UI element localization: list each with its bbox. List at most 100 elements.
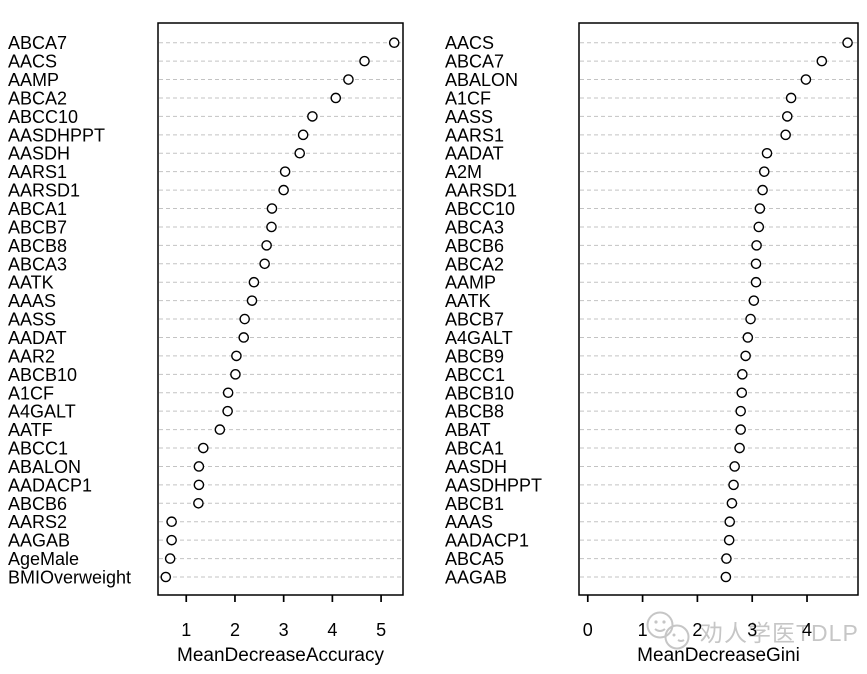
data-point (754, 203, 766, 214)
data-point (259, 258, 270, 270)
data-point (724, 516, 736, 528)
data-point (266, 203, 278, 214)
category-label: AAAS (8, 291, 56, 311)
watermark: 劝人学医TDLP (641, 609, 859, 653)
data-point (388, 37, 400, 49)
category-label: AASDHPPT (445, 475, 542, 495)
data-point (222, 387, 234, 399)
category-label: AASDH (8, 144, 70, 164)
data-point (720, 571, 732, 583)
data-point (307, 111, 318, 122)
plot-border (157, 22, 404, 596)
data-point (742, 332, 754, 343)
x-axis-title: MeanDecreaseAccuracy (177, 645, 384, 666)
data-point (266, 221, 277, 233)
data-point (294, 147, 306, 159)
category-label: AgeMale (8, 549, 79, 569)
category-label: ABCB7 (8, 217, 67, 237)
category-label: AAMP (445, 273, 496, 293)
category-label: ABCC1 (8, 439, 68, 459)
data-point (728, 479, 739, 491)
data-point (166, 516, 177, 528)
category-label: BMIOverweight (8, 568, 131, 588)
category-label: AAMP (8, 70, 59, 90)
category-label: ABCB8 (445, 402, 504, 422)
category-label: ABCA3 (445, 217, 504, 237)
data-point (246, 295, 258, 306)
category-label: ABALON (445, 70, 518, 90)
data-point (197, 442, 209, 454)
category-label: ABCB7 (445, 310, 504, 330)
data-point (193, 498, 204, 509)
data-point (214, 424, 226, 435)
data-point (723, 534, 735, 546)
data-point (238, 332, 250, 343)
data-point (166, 534, 177, 546)
data-point (781, 111, 793, 122)
data-point (751, 240, 762, 251)
category-label: ABCA5 (445, 549, 504, 569)
x-tick-label: 3 (747, 620, 757, 640)
category-label: AAAS (445, 512, 493, 532)
data-point (748, 295, 760, 306)
data-point (239, 313, 250, 325)
category-label: ABCA2 (8, 88, 67, 108)
category-label: AADACP1 (8, 475, 92, 495)
data-point (740, 350, 751, 362)
category-label: AARSD1 (445, 181, 517, 201)
data-point (330, 92, 342, 104)
category-label: AATF (8, 420, 53, 440)
category-label: ABCB1 (445, 494, 504, 514)
data-point (736, 387, 748, 399)
category-label: AADACP1 (445, 531, 529, 551)
data-point (800, 74, 812, 85)
category-label: AATK (8, 273, 54, 293)
data-point (734, 442, 745, 454)
category-label: A4GALT (445, 328, 513, 348)
category-label: AARS1 (445, 125, 504, 145)
data-point (735, 405, 746, 417)
data-point (343, 74, 354, 85)
category-label: A4GALT (8, 402, 76, 422)
data-point (842, 37, 853, 49)
category-label: ABCC1 (445, 365, 505, 385)
data-point (279, 166, 291, 177)
x-tick-label: 4 (327, 620, 337, 640)
data-point (785, 92, 797, 104)
category-label: AACS (8, 52, 57, 72)
category-label: ABAT (445, 420, 491, 440)
data-point (745, 313, 756, 325)
x-axis-title: MeanDecreaseGini (637, 645, 800, 666)
data-point (193, 479, 205, 491)
data-point (757, 184, 768, 196)
category-label: AAGAB (445, 568, 507, 588)
data-point (750, 258, 762, 270)
category-label: ABCB10 (445, 383, 514, 403)
category-label: AASS (8, 310, 56, 330)
data-point (261, 240, 272, 251)
category-label: AAR2 (8, 346, 55, 366)
category-label: ABALON (8, 457, 81, 477)
data-point (160, 571, 172, 583)
plot-border (578, 22, 859, 596)
category-label: A1CF (445, 88, 491, 108)
category-label: AARS1 (8, 162, 67, 182)
data-point (761, 147, 773, 159)
data-point (753, 221, 765, 233)
data-point (297, 129, 309, 141)
category-label: ABCA2 (445, 254, 504, 274)
category-label: ABCB6 (445, 236, 504, 256)
x-tick-label: 2 (230, 620, 240, 640)
category-label: AASDHPPT (8, 125, 105, 145)
data-point (359, 55, 370, 67)
data-point (726, 498, 738, 509)
data-point (164, 553, 176, 564)
category-label: ABCA7 (445, 52, 504, 72)
category-label: ABCA1 (445, 439, 504, 459)
category-label: ABCB6 (8, 494, 67, 514)
category-label: AADAT (445, 144, 504, 164)
data-point (735, 424, 746, 435)
category-label: A2M (445, 162, 482, 182)
data-point (758, 166, 770, 177)
x-tick-label: 0 (583, 620, 593, 640)
